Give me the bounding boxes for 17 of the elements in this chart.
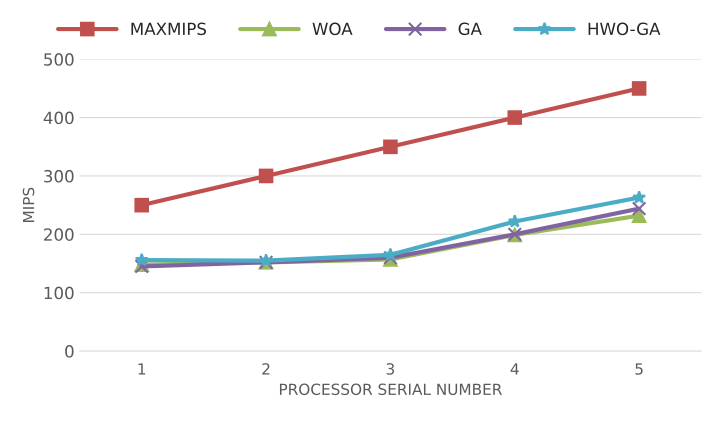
legend-label: WOA — [312, 22, 353, 36]
x-tick-label: 4 — [510, 363, 519, 375]
x-tick-label: 3 — [386, 363, 394, 375]
legend-label: HWO-GA — [588, 22, 660, 36]
y-tick-label: 100 — [44, 286, 74, 300]
legend-label: GA — [458, 22, 482, 36]
y-tick-label: 300 — [44, 170, 74, 183]
y-axis-title: MIPS — [22, 188, 34, 222]
legend-label: MAXMIPS — [131, 22, 206, 36]
x-tick-label: 1 — [138, 363, 146, 375]
y-tick-label: 0 — [65, 345, 74, 358]
x-axis-title: PROCESSOR SERIAL NUMBER — [280, 384, 502, 396]
x-tick-label: 5 — [635, 363, 643, 375]
y-tick-label: 200 — [44, 228, 74, 241]
x-tick-label: 2 — [262, 363, 270, 375]
y-tick-label: 500 — [44, 53, 74, 66]
y-tick-label: 400 — [44, 112, 74, 124]
